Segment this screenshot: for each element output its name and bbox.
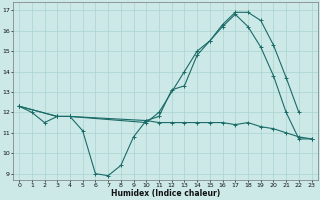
X-axis label: Humidex (Indice chaleur): Humidex (Indice chaleur) <box>111 189 220 198</box>
